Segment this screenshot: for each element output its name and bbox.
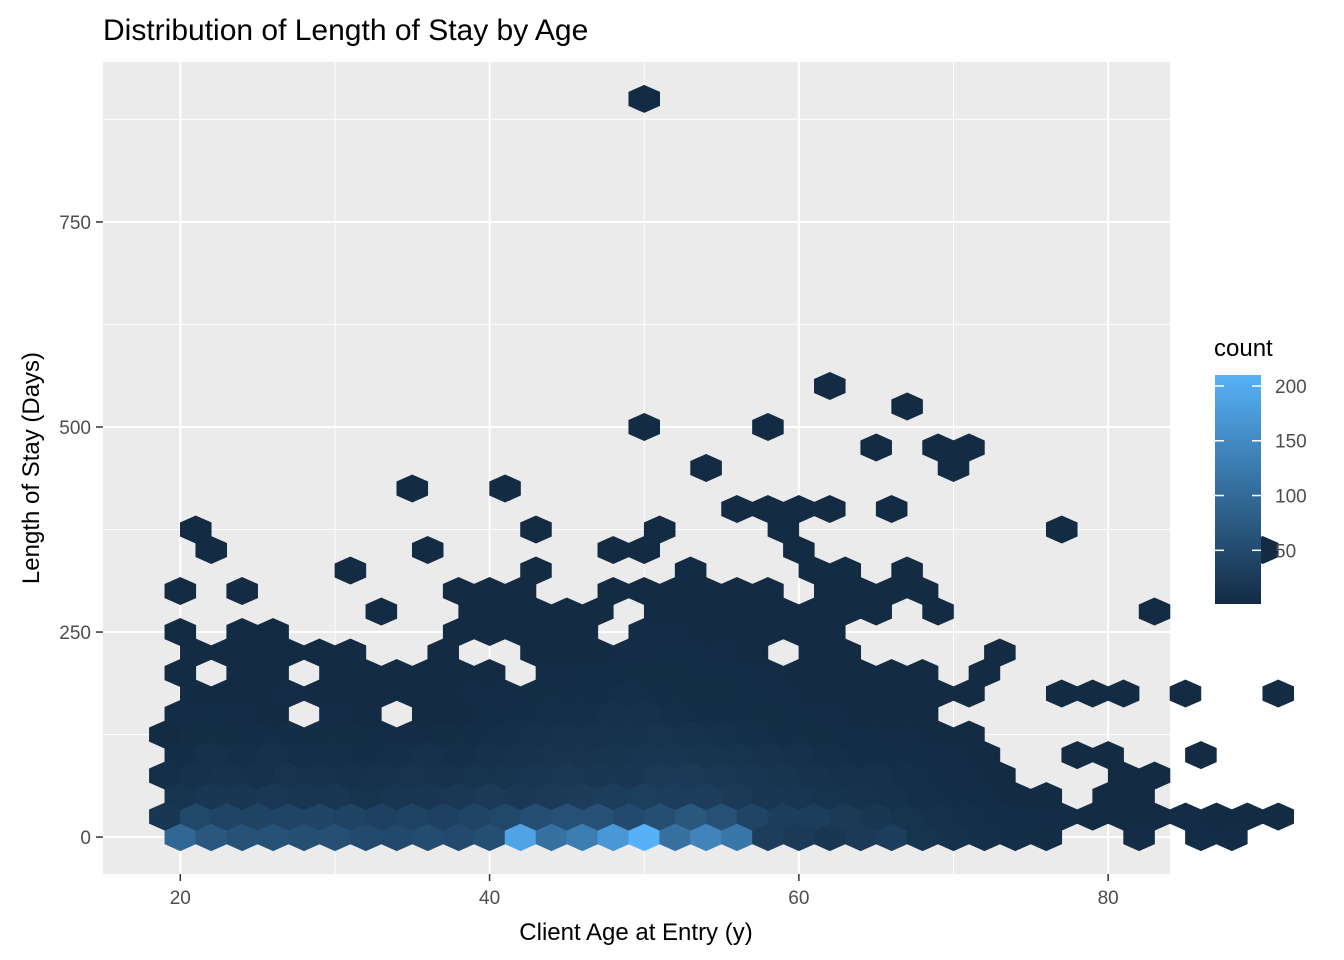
y-tick-label: 500: [59, 418, 91, 439]
y-tick-label: 750: [59, 213, 91, 234]
hex-cell: [814, 371, 846, 400]
hex-cell: [164, 618, 197, 647]
hex-cell: [1185, 741, 1217, 770]
hex-cell: [628, 84, 661, 113]
y-axis-title: Length of Stay (Days): [18, 352, 45, 584]
legend-tick-label: 50: [1275, 541, 1296, 562]
hex-cell: [489, 474, 521, 503]
hex-cell: [643, 515, 676, 544]
x-tick-label: 80: [1098, 888, 1119, 909]
hex-cell: [257, 618, 289, 647]
x-axis-title: Client Age at Entry (y): [519, 919, 752, 946]
hex-cell: [628, 412, 661, 441]
legend-ticks: 50 100 150 200: [1215, 377, 1307, 562]
y-tick-label: 0: [80, 828, 91, 849]
hexbin-cells: [149, 84, 1295, 852]
chart-title: Distribution of Length of Stay by Age: [103, 14, 588, 47]
hex-cell: [829, 556, 862, 585]
hex-cell: [860, 433, 892, 462]
hex-cell: [180, 515, 212, 544]
hex-cell: [334, 638, 367, 667]
hex-cell: [1138, 597, 1171, 626]
hex-cell: [226, 577, 258, 606]
hex-cell: [396, 474, 429, 503]
hex-cell: [814, 495, 846, 524]
hex-cell: [473, 659, 506, 688]
hex-cell: [752, 577, 784, 606]
hex-cell: [906, 659, 939, 688]
legend-tick-label: 200: [1275, 377, 1307, 398]
hex-cell: [984, 638, 1016, 667]
hex-cell: [520, 556, 552, 585]
hex-cell: [674, 556, 707, 585]
hex-cell: [520, 515, 552, 544]
hex-cell: [1138, 761, 1171, 790]
hex-cell: [411, 536, 444, 565]
legend-title: count: [1214, 335, 1273, 362]
hex-cell: [334, 556, 367, 585]
hex-cell: [891, 556, 923, 585]
axes: 20 40 60 80 0 250 500 750: [59, 213, 1118, 909]
x-tick-label: 60: [788, 888, 809, 909]
hex-cell: [875, 495, 908, 524]
hex-cell: [752, 412, 784, 441]
hex-cell: [365, 597, 398, 626]
hex-cell: [891, 392, 923, 421]
hex-cell: [690, 454, 722, 482]
legend-tick-label: 100: [1275, 487, 1307, 508]
hex-cell: [1092, 741, 1124, 770]
hex-cell: [1262, 802, 1295, 831]
hex-cell: [1045, 515, 1078, 544]
hex-cell: [1262, 679, 1295, 708]
color-legend: count 50 100 150 200: [1214, 335, 1307, 604]
hex-cell: [953, 433, 985, 462]
legend-tick-label: 150: [1275, 432, 1307, 453]
hex-cell: [1107, 679, 1140, 708]
hex-cell: [1169, 679, 1202, 708]
hex-cell: [164, 577, 197, 606]
hex-cell: [1030, 782, 1063, 811]
legend-colorbar: [1215, 375, 1261, 604]
y-tick-label: 250: [59, 623, 91, 644]
hex-cell: [953, 720, 985, 749]
x-tick-label: 40: [479, 888, 500, 909]
x-tick-label: 20: [170, 888, 191, 909]
